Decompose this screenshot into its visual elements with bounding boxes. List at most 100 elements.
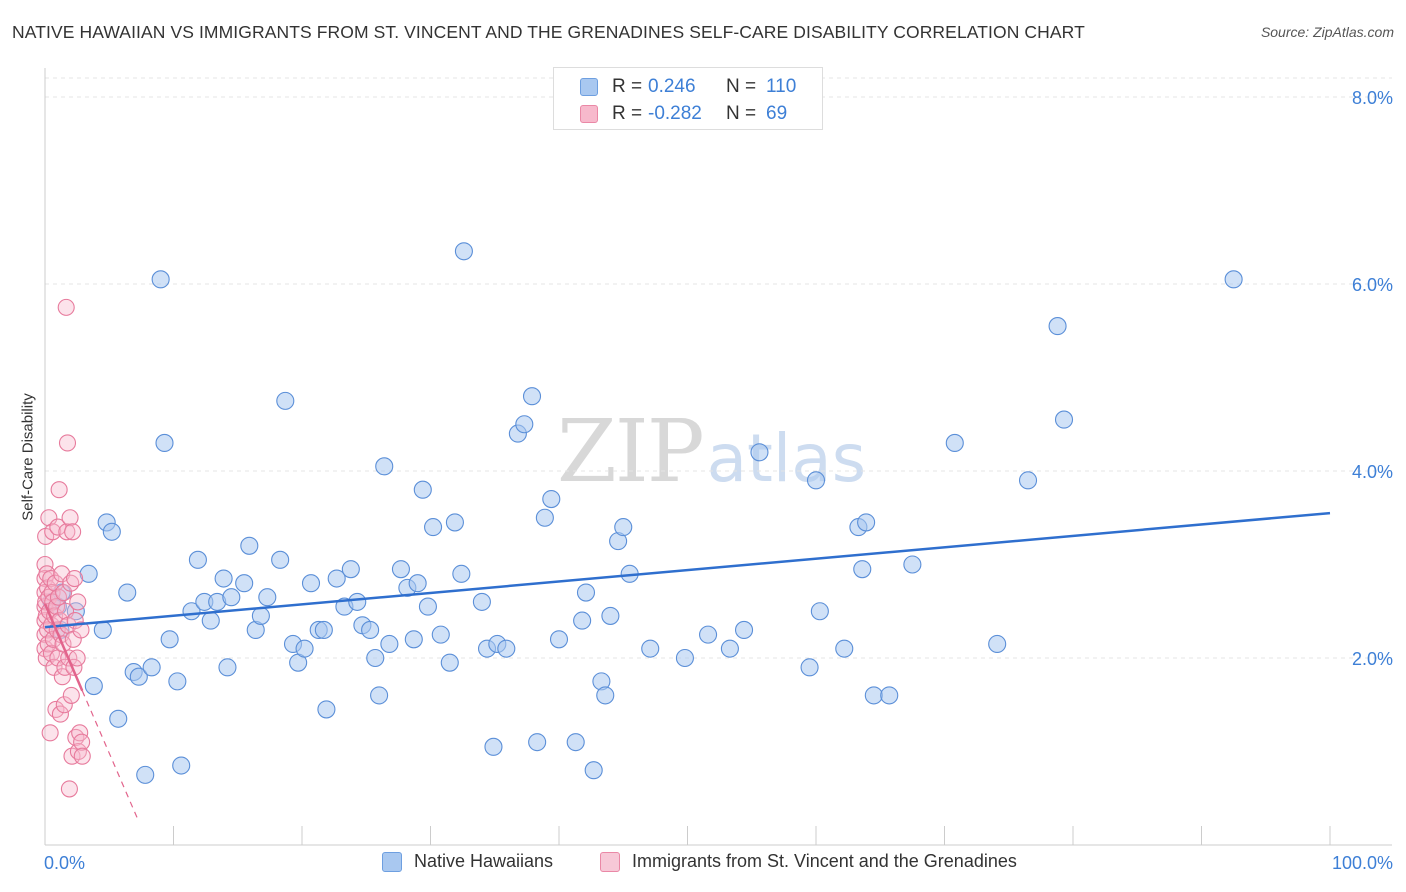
series-legend: Native Hawaiians Immigrants from St. Vin…: [0, 851, 1406, 877]
native-hawaiian-point: [1018, 471, 1038, 490]
chart-title: NATIVE HAWAIIAN VS IMMIGRANTS FROM ST. V…: [12, 22, 1085, 42]
x-tick-label: 100.0%: [1332, 853, 1393, 873]
native-hawaiian-point: [734, 620, 754, 640]
native-hawaiian-point: [258, 588, 277, 607]
st-vincent-point: [60, 780, 78, 798]
native-hawaiian-point: [295, 639, 314, 658]
y-tick-label: 4.0%: [1352, 462, 1393, 482]
y-tick-label: 8.0%: [1352, 88, 1393, 108]
native-hawaiian-point: [472, 592, 491, 611]
native-hawaiian-point: [424, 518, 443, 537]
native-hawaiian-point: [750, 443, 769, 462]
native-hawaiian-point: [418, 597, 437, 616]
st-vincent-point: [53, 565, 71, 583]
native-hawaiian-point: [317, 700, 336, 719]
native-hawaiian-point: [84, 676, 103, 696]
native-hawaiian-point: [452, 564, 471, 583]
native-hawaiian-point: [222, 588, 241, 607]
st-vincent-point: [50, 481, 68, 499]
native-hawaiian-point: [699, 625, 718, 644]
st-vincent-point: [73, 747, 91, 765]
st-vincent-point: [66, 569, 84, 588]
native-hawaiian-point: [497, 639, 516, 658]
native-hawaiian-point: [549, 630, 569, 649]
native-hawaiian-point: [835, 639, 854, 658]
native-hawaiian-point: [601, 606, 620, 625]
native-hawaiian-point: [864, 686, 883, 705]
blue-swatch: [382, 851, 402, 872]
native-hawaiian-point: [118, 583, 137, 602]
blue-swatch: [580, 78, 598, 96]
st-vincent-point: [41, 724, 59, 742]
native-hawaiian-point: [151, 270, 170, 289]
native-hawaiian-point: [168, 672, 187, 691]
st-vincent-point: [44, 523, 62, 541]
native-hawaiian-point: [218, 658, 237, 677]
native-hawaiian-point: [641, 639, 660, 658]
native-hawaiian-point: [584, 761, 603, 780]
native-hawaiian-point: [857, 513, 876, 532]
native-hawaiian-point: [988, 634, 1007, 654]
native-hawaiian-point: [515, 415, 534, 434]
st-vincent-point: [55, 696, 73, 714]
native-hawaiian-point: [235, 574, 254, 593]
native-hawaiian-point: [880, 686, 899, 705]
st-vincent-point: [64, 523, 82, 541]
native-hawaiian-point: [528, 733, 547, 752]
native-hawaiian-point: [327, 569, 346, 588]
native-hawaiian-point: [810, 602, 829, 621]
native-hawaiian-point: [201, 611, 220, 630]
native-hawaiian-trendline: [44, 511, 1331, 629]
native-hawaiian-point: [240, 536, 259, 555]
legend-item-native-hawaiians: Native Hawaiians: [382, 851, 553, 872]
st-vincent-point: [49, 588, 68, 606]
native-hawaiian-point: [566, 733, 585, 752]
native-hawaiian-point: [408, 574, 427, 593]
native-hawaiian-point: [1048, 317, 1067, 336]
st-vincent-point: [40, 509, 58, 527]
st-vincent-point: [57, 298, 75, 316]
native-hawaiian-point: [576, 583, 596, 602]
native-hawaiian-point: [413, 480, 432, 499]
native-hawaiian-point: [535, 508, 554, 527]
native-hawaiian-point: [675, 648, 694, 668]
r-value: -0.282: [648, 103, 702, 124]
st-vincent-trendline-extension: [81, 690, 140, 822]
legend-item-immigrants-st-vincent: Immigrants from St. Vincent and the Gren…: [600, 851, 1017, 872]
pink-swatch: [580, 105, 598, 123]
native-hawaiian-point: [366, 648, 385, 668]
native-hawaiian-point: [142, 658, 161, 677]
native-hawaiian-point: [301, 574, 321, 593]
st-vincent-point: [55, 583, 73, 602]
native-hawaiian-point: [129, 667, 148, 686]
native-hawaiian-point: [348, 592, 367, 611]
r-value: 0.246: [648, 76, 696, 97]
st-vincent-point: [58, 434, 77, 452]
st-vincent-point: [69, 593, 87, 611]
st-vincent-point: [61, 509, 79, 527]
st-vincent-point: [58, 523, 76, 541]
native-hawaiian-point: [276, 391, 295, 410]
native-hawaiian-point: [109, 709, 128, 728]
st-vincent-point: [51, 705, 69, 723]
stats-legend-row-blue: R = 0.246 N = 110: [554, 74, 796, 100]
x-tick-label: 0.0%: [44, 853, 85, 873]
native-hawaiian-point: [945, 433, 964, 453]
native-hawaiian-point: [93, 620, 112, 640]
st-vincent-point: [72, 621, 90, 639]
native-hawaiian-point: [370, 686, 389, 705]
y-tick-label: 2.0%: [1352, 649, 1393, 669]
native-hawaiian-point: [445, 513, 464, 532]
legend-label: Immigrants from St. Vincent and the Gren…: [632, 851, 1017, 871]
st-vincent-trendline: [43, 603, 84, 692]
native-hawaiian-point: [573, 611, 592, 630]
st-vincent-point: [73, 733, 91, 751]
r-label: R =: [612, 76, 643, 97]
native-hawaiian-point: [431, 625, 450, 644]
native-hawaiian-point: [903, 555, 922, 574]
native-hawaiian-point: [136, 765, 155, 784]
native-hawaiian-point: [853, 560, 872, 579]
native-hawaiian-point: [380, 634, 399, 654]
native-hawaiian-point: [806, 471, 826, 490]
